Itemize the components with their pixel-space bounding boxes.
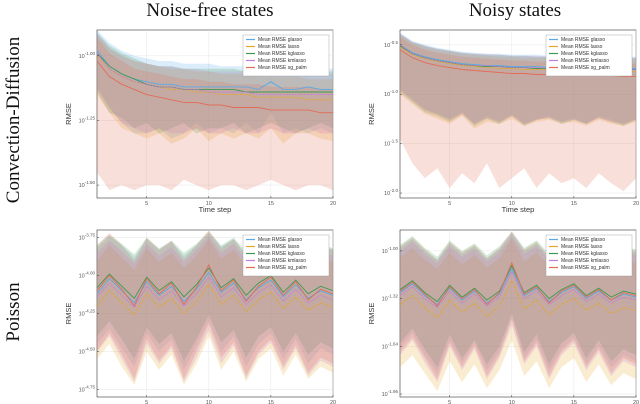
band-lasso	[400, 238, 636, 391]
y-tick-label: 10-4.00	[79, 271, 96, 280]
legend-label-kmlasso: Mean RMSE kmlasso	[258, 58, 306, 64]
y-tick-label: 10-1.00	[79, 51, 96, 60]
y-tick-label: 10-1.00	[382, 246, 399, 255]
x-tick-label: 20	[330, 201, 336, 207]
x-tick-label: 5	[448, 201, 451, 207]
line-glasso	[97, 271, 333, 304]
y-tick-label: 10-1.25	[79, 115, 96, 124]
line-kmlasso	[400, 270, 636, 309]
x-tick-label: 10	[206, 400, 212, 404]
y-axis-label: RMSE	[64, 103, 73, 125]
legend-label-sg_palm: Mean RMSE sg_palm	[258, 265, 307, 271]
x-tick-label: 5	[145, 400, 148, 404]
legend-box	[242, 34, 330, 77]
x-tick-label: 5	[448, 400, 451, 404]
legend-label-kglasso: Mean RMSE kglasso	[561, 251, 608, 257]
legend-label-lasso: Mean RMSE lasso	[561, 244, 603, 250]
x-axis-label: Time step	[502, 205, 535, 214]
y-tick-label: 10-1.50	[79, 180, 96, 189]
legend-label-lasso: Mean RMSE lasso	[258, 44, 300, 50]
row-label-poisson: Poisson	[3, 282, 24, 342]
y-tick-label: 10-4.50	[79, 346, 96, 355]
line-glasso	[400, 267, 636, 306]
plot-area	[97, 30, 333, 191]
line-sg_palm	[97, 60, 333, 114]
column-title-noisy: Noisy states	[469, 0, 561, 21]
legend-label-glasso: Mean RMSE glasso	[258, 237, 302, 243]
x-tick-label: 10	[509, 400, 515, 404]
legend-label-kmlasso: Mean RMSE kmlasso	[258, 258, 306, 264]
band-kglasso	[97, 32, 333, 134]
y-tick-label: 10-2.0	[384, 188, 398, 197]
legend-label-kmlasso: Mean RMSE kmlasso	[561, 258, 609, 264]
legend-box	[242, 234, 330, 277]
legend-label-sg_palm: Mean RMSE sg_palm	[561, 265, 610, 271]
y-tick-label: 10-1.96	[382, 389, 399, 398]
y-axis-label: RMSE	[64, 303, 73, 325]
row-label-convection-diffusion: Convection-Diffusion	[3, 36, 24, 203]
panel-convection-diffusion-noise-free: 5 10 15 20 10-1.50 10-1.25 10-1.00 Time step RMS…	[64, 29, 336, 214]
panel-convection-diffusion-noisy: 5 10 15 20 10-2.0 10-1.5 10-1.0 10-0.5 Time step…	[367, 29, 639, 214]
x-tick-label: 15	[571, 201, 577, 207]
y-axis-label: RMSE	[367, 103, 376, 125]
line-sg_palm	[400, 261, 636, 307]
x-tick-label: 20	[633, 400, 639, 404]
legend-label-sg_palm: Mean RMSE sg_palm	[258, 65, 307, 71]
band-glasso	[97, 30, 333, 139]
line-kmlasso	[97, 53, 333, 96]
band-sg_palm	[97, 37, 333, 191]
y-tick-label: 10-4.25	[79, 309, 96, 318]
legend-label-kglasso: Mean RMSE kglasso	[258, 51, 305, 57]
band-kmlasso	[97, 32, 333, 134]
x-tick-label: 15	[268, 201, 274, 207]
legend-box	[545, 34, 633, 77]
x-tick-label: 20	[330, 400, 336, 404]
line-kmlasso	[400, 44, 636, 70]
legend-box	[545, 234, 633, 277]
legend-label-kmlasso: Mean RMSE kmlasso	[561, 58, 609, 64]
x-tick-label: 10	[206, 201, 212, 207]
y-tick-label: 10-1.64	[382, 341, 399, 350]
line-kglasso	[97, 52, 333, 93]
line-sg_palm	[97, 263, 333, 307]
band-kmlasso	[400, 33, 636, 124]
panel-poisson-noise-free: 5 10 15 20 10-4.75 10-4.50 10-4.25 10-4.00 10-3.…	[64, 229, 336, 404]
y-tick-label: 10-1.0	[384, 89, 398, 98]
band-lasso	[400, 34, 636, 129]
x-tick-label: 20	[633, 201, 639, 207]
x-tick-label: 10	[509, 201, 515, 207]
x-tick-label: 15	[268, 400, 274, 404]
legend-label-glasso: Mean RMSE glasso	[561, 237, 605, 243]
legend-label-sg_palm: Mean RMSE sg_palm	[561, 65, 610, 71]
column-title-noise-free: Noise-free states	[146, 0, 273, 21]
x-tick-label: 5	[145, 201, 148, 207]
line-kmlasso	[97, 276, 333, 309]
x-axis-label: Time step	[199, 205, 232, 214]
y-tick-label: 10-4.75	[79, 384, 96, 393]
y-tick-label: 10-3.75	[79, 233, 96, 242]
y-tick-label: 10-1.5	[384, 139, 398, 148]
y-tick-label: 10-1.32	[382, 294, 399, 303]
legend-label-kglasso: Mean RMSE kglasso	[258, 251, 305, 257]
panel-poisson-noisy: 510152010-1.9610-1.6410-1.3210-1.00Time …	[367, 229, 639, 404]
line-lasso	[400, 279, 636, 319]
y-tick-label: 10-0.5	[384, 40, 398, 49]
legend-label-lasso: Mean RMSE lasso	[258, 244, 300, 250]
x-tick-label: 15	[571, 400, 577, 404]
line-lasso	[97, 55, 333, 101]
y-axis-label: RMSE	[367, 303, 376, 325]
line-lasso	[97, 283, 333, 316]
legend-label-glasso: Mean RMSE glasso	[258, 37, 302, 43]
legend-label-kglasso: Mean RMSE kglasso	[561, 51, 608, 57]
legend-label-lasso: Mean RMSE lasso	[561, 44, 603, 50]
legend-label-glasso: Mean RMSE glasso	[561, 37, 605, 43]
